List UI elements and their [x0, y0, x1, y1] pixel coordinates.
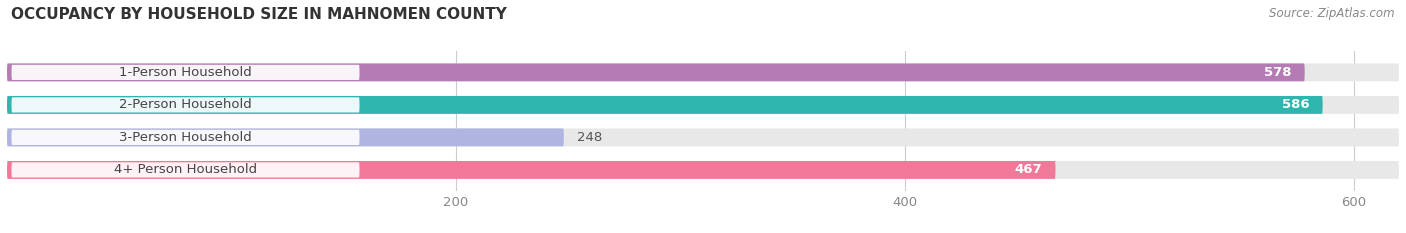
FancyBboxPatch shape — [7, 63, 1305, 81]
FancyBboxPatch shape — [7, 128, 564, 146]
FancyBboxPatch shape — [11, 130, 360, 145]
FancyBboxPatch shape — [11, 97, 360, 113]
Text: 248: 248 — [578, 131, 603, 144]
Text: 578: 578 — [1264, 66, 1291, 79]
Text: 1-Person Household: 1-Person Household — [120, 66, 252, 79]
FancyBboxPatch shape — [7, 161, 1056, 179]
FancyBboxPatch shape — [11, 162, 360, 178]
Text: Source: ZipAtlas.com: Source: ZipAtlas.com — [1270, 7, 1395, 20]
Text: 4+ Person Household: 4+ Person Household — [114, 163, 257, 176]
Text: 467: 467 — [1014, 163, 1042, 176]
Text: 2-Person Household: 2-Person Household — [120, 98, 252, 111]
Text: 586: 586 — [1281, 98, 1309, 111]
FancyBboxPatch shape — [7, 128, 1399, 146]
Text: 3-Person Household: 3-Person Household — [120, 131, 252, 144]
FancyBboxPatch shape — [11, 65, 360, 80]
FancyBboxPatch shape — [7, 63, 1399, 81]
FancyBboxPatch shape — [7, 96, 1323, 114]
FancyBboxPatch shape — [7, 161, 1399, 179]
FancyBboxPatch shape — [7, 96, 1399, 114]
Text: OCCUPANCY BY HOUSEHOLD SIZE IN MAHNOMEN COUNTY: OCCUPANCY BY HOUSEHOLD SIZE IN MAHNOMEN … — [11, 7, 508, 22]
